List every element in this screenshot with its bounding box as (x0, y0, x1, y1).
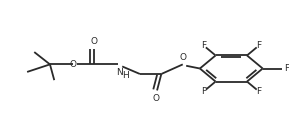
Text: O: O (69, 60, 76, 69)
Text: F: F (201, 87, 206, 96)
Text: N: N (116, 68, 123, 77)
Text: F: F (201, 41, 206, 50)
Text: O: O (91, 37, 98, 46)
Text: F: F (256, 87, 262, 96)
Text: O: O (179, 53, 186, 62)
Text: F: F (256, 41, 262, 50)
Text: O: O (152, 94, 159, 103)
Text: F: F (284, 64, 289, 73)
Text: H: H (122, 71, 129, 80)
